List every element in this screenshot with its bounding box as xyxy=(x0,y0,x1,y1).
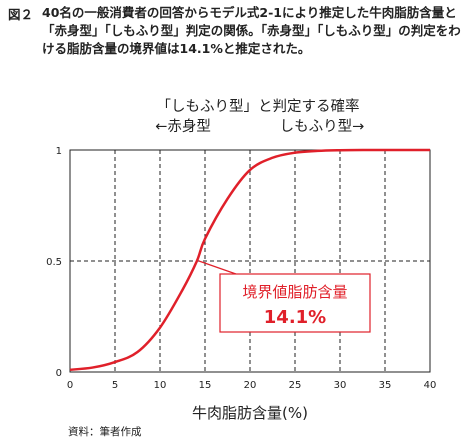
plot-area xyxy=(69,149,431,373)
x-tick-label: 15 xyxy=(199,380,212,391)
x-axis-ticks: 0 5 10 15 20 25 30 35 40 xyxy=(67,380,437,391)
y-tick-label: 1 xyxy=(56,146,62,157)
annotation-callout: 境界値脂肪含量 14.1% xyxy=(198,260,371,333)
source-note: 資料：筆者作成 xyxy=(68,426,142,438)
annotation-box xyxy=(219,273,371,333)
grid-lines xyxy=(70,150,430,372)
x-tick-label: 25 xyxy=(289,380,302,391)
annotation-pointer xyxy=(198,260,237,275)
x-tick-label: 40 xyxy=(424,380,437,391)
x-tick-label: 35 xyxy=(379,380,392,391)
x-tick-label: 30 xyxy=(334,380,347,391)
figure-number: 図２ xyxy=(8,7,34,22)
annotation-label: 境界値脂肪含量 xyxy=(242,283,347,301)
y-tick-label: 0.5 xyxy=(46,257,62,268)
x-tick-label: 10 xyxy=(154,380,167,391)
caption-text: 40名の一般消費者の回答からモデル式2-1により推定した牛肉脂肪含量と「赤身型」… xyxy=(42,5,461,56)
annotation-value: 14.1% xyxy=(264,307,326,328)
x-tick-label: 5 xyxy=(112,380,118,391)
probability-curve xyxy=(69,148,430,372)
x-tick-label: 0 xyxy=(67,380,73,391)
x-tick-label: 20 xyxy=(244,380,257,391)
chart-title: 「しもふり型」と判定する確率 xyxy=(157,98,360,115)
y-tick-label: 0 xyxy=(56,368,62,379)
x-axis-title: 牛肉脂肪含量(%) xyxy=(192,404,308,422)
figure-caption: 図２ 40名の一般消費者の回答からモデル式2-1により推定した牛肉脂肪含量と「赤… xyxy=(8,4,463,58)
y-axis-ticks: 00.51 xyxy=(46,146,62,379)
chart-subtitle-left: ←赤身型 xyxy=(155,118,211,135)
chart-subtitle-right: しもふり型→ xyxy=(280,118,365,135)
